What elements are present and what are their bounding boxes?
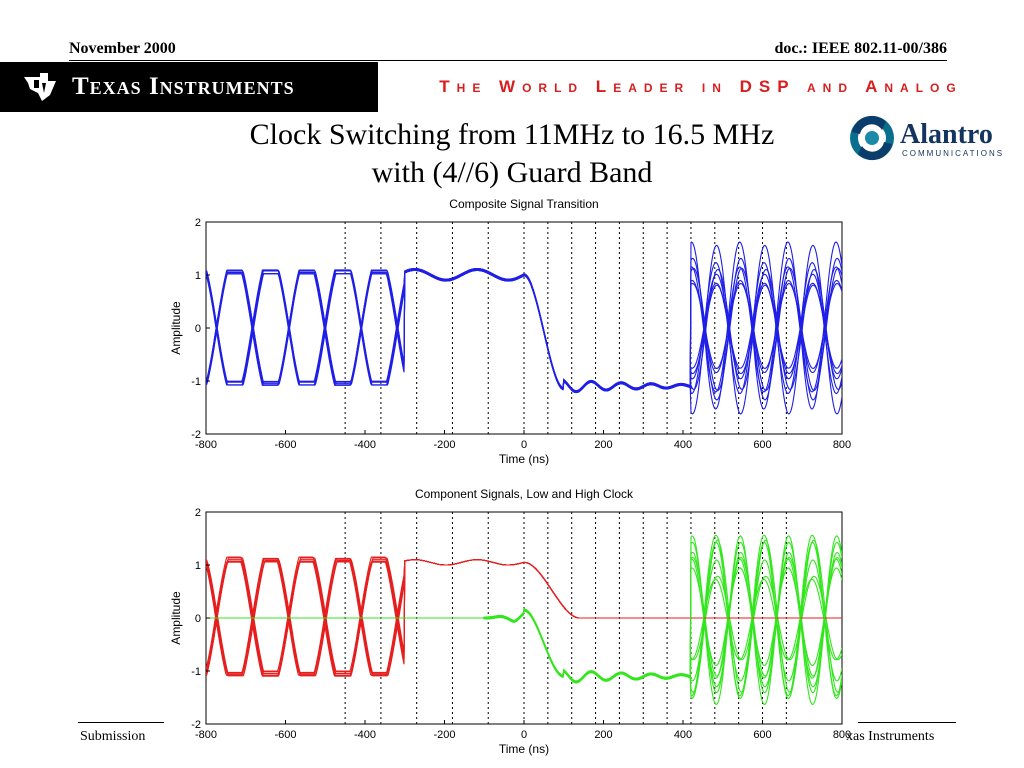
low-clock-trace (206, 559, 842, 675)
alantro-name: Alantro (900, 119, 993, 150)
component-x-tick-label: -800 (195, 729, 217, 741)
footer-rule-left (78, 722, 164, 723)
composite-x-tick-label: 200 (594, 439, 612, 451)
composite-x-tick-label: 600 (753, 439, 771, 451)
alantro-swirl-icon (850, 115, 894, 161)
component-x-tick-label: -600 (274, 729, 296, 741)
component-y-tick-label: 0 (195, 613, 201, 625)
footer-submission: Submission (80, 729, 146, 744)
component-x-tick-label: -200 (433, 729, 455, 741)
banner: Texas Instruments The World Leader in DS… (0, 62, 1024, 112)
component-x-tick-label: 400 (674, 729, 692, 741)
component-x-tick-label: 0 (521, 729, 527, 741)
component-x-tick-label: 600 (753, 729, 771, 741)
composite-y-tick-label: 1 (195, 270, 201, 282)
footer-company: xas Instruments (846, 729, 935, 744)
composite-x-tick-label: -600 (274, 439, 296, 451)
component-y-tick-label: 1 (195, 560, 201, 572)
ti-logo-icon (24, 73, 56, 101)
composite-signal-trace (206, 268, 842, 392)
ti-company-name: Texas Instruments (72, 73, 295, 100)
composite-x-tick-label: 800 (833, 439, 851, 451)
composite-y-tick-label: -2 (191, 429, 201, 441)
component-x-tick-label: 800 (833, 729, 851, 741)
composite-x-tick-label: -400 (354, 439, 376, 451)
composite-x-tick-label: 0 (521, 439, 527, 451)
component-y-tick-label: -1 (191, 666, 201, 678)
header-doc-id: doc.: IEEE 802.11-00/386 (774, 40, 947, 57)
composite-chart-title: Composite Signal Transition (449, 197, 598, 211)
component-y-tick-label: -2 (191, 719, 201, 731)
component-x-tick-label: 200 (594, 729, 612, 741)
slogan-text: The World Leader in DSP and Analog (439, 77, 963, 96)
composite-x-tick-label: -800 (195, 439, 217, 451)
alantro-sub: COMMUNICATIONS (902, 149, 1004, 158)
high-clock-trace (206, 558, 842, 683)
chart-components-svg: Component Signals, Low and High Clock -80… (169, 487, 851, 756)
header-rule (69, 60, 947, 61)
chart-composite-svg: Composite Signal Transition -800 -600 -400 -… (169, 197, 851, 466)
component-y-tick-label: 2 (195, 507, 201, 519)
component-y-axis-label: Amplitude (169, 591, 183, 645)
component-x-tick-label: -400 (354, 729, 376, 741)
page-title: Clock Switching from 11MHz to 16.5 MHz w… (170, 116, 854, 192)
composite-y-tick-label: -1 (191, 376, 201, 388)
header-date: November 2000 (69, 40, 176, 57)
composite-y-tick-label: 0 (195, 323, 201, 335)
chart-components: Component Signals, Low and High Clock -80… (160, 486, 860, 768)
ti-banner: Texas Instruments (0, 62, 378, 112)
title-line-1: Clock Switching from 11MHz to 16.5 MHz (249, 118, 775, 151)
slogan-banner: The World Leader in DSP and Analog (378, 62, 1024, 112)
composite-signal-trace (206, 267, 842, 394)
composite-y-tick-label: 2 (195, 217, 201, 229)
composite-x-tick-label: 400 (674, 439, 692, 451)
component-chart-title: Component Signals, Low and High Clock (415, 487, 634, 501)
composite-x-tick-label: -200 (433, 439, 455, 451)
composite-signal-trace (206, 261, 842, 395)
composite-x-axis-label: Time (ns) (499, 452, 549, 466)
component-x-axis-label: Time (ns) (499, 742, 549, 756)
footer-rule-right (858, 722, 956, 723)
title-line-2: with (4//6) Guard Band (371, 156, 653, 189)
composite-y-axis-label: Amplitude (169, 301, 183, 355)
chart-composite: Composite Signal Transition -800 -600 -400 -… (160, 196, 860, 474)
alantro-logo: Alantro COMMUNICATIONS (850, 115, 1004, 161)
